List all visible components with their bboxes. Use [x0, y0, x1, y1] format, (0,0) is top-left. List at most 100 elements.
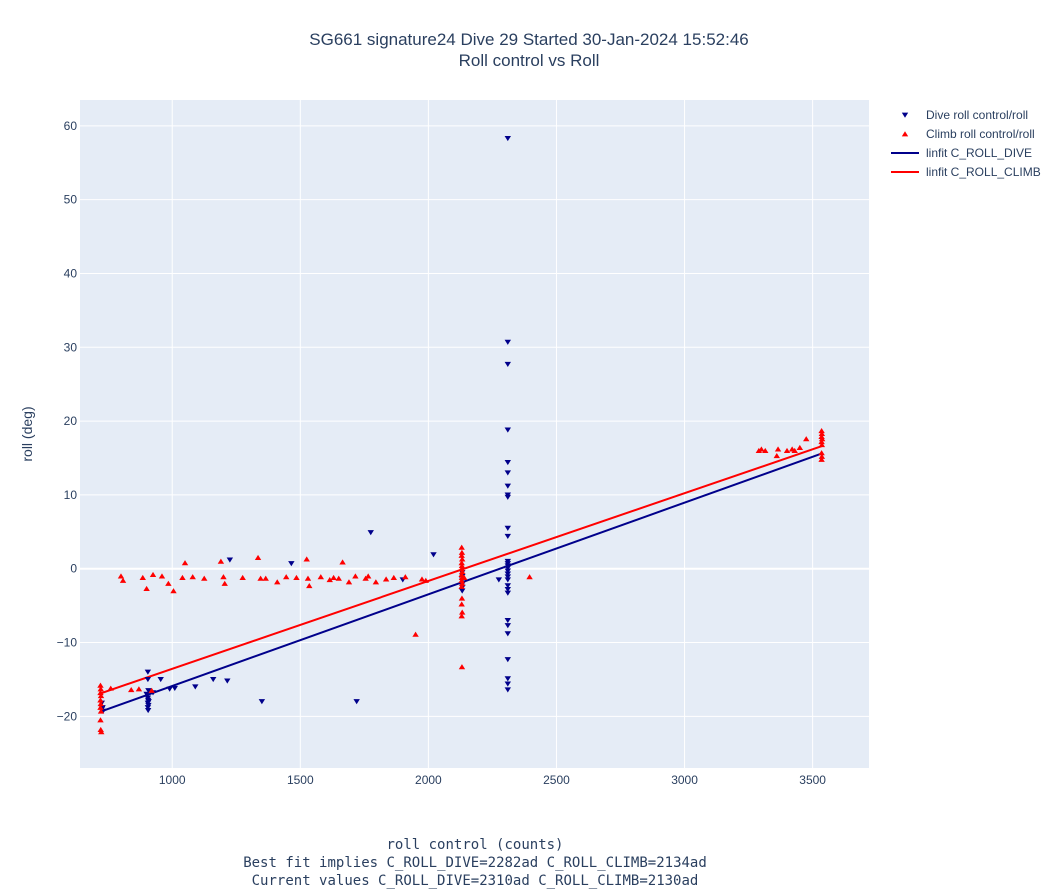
climb-point	[239, 574, 246, 580]
x-tick-label: 3500	[799, 773, 826, 787]
x-tick-labels: 1000 1500 2000 2500 3000 3500	[159, 773, 826, 787]
climb-point	[458, 544, 465, 550]
dive-point	[504, 135, 512, 142]
climb-point	[274, 579, 281, 585]
climb-point	[791, 447, 798, 454]
legend[interactable]: Dive roll control/roll Climb roll control…	[891, 108, 1041, 179]
climb-point	[382, 576, 390, 582]
dive-point	[504, 339, 512, 345]
climb-point	[402, 574, 409, 580]
current-values-note: Current values C_ROLL_DIVE=2310ad C_ROLL…	[251, 873, 699, 889]
legend-label: Climb roll control/roll	[926, 127, 1035, 141]
climb-point	[304, 575, 312, 581]
dive-point	[166, 686, 173, 692]
climb-point	[98, 729, 105, 735]
climb-point	[818, 456, 825, 462]
climb-point	[459, 556, 466, 562]
climb-point	[372, 579, 380, 585]
climb-point	[107, 685, 114, 691]
climb-point	[796, 444, 804, 451]
climb-point	[221, 580, 228, 586]
climb-point	[818, 441, 826, 448]
climb-point	[303, 556, 310, 562]
dive-point	[144, 705, 152, 711]
climb-point	[458, 571, 465, 578]
dive-point	[504, 590, 512, 596]
dive-point	[157, 677, 164, 683]
climb-point	[139, 574, 146, 580]
y-tick-labels: −20 −10 0 10 20 30 40 50 60	[57, 119, 78, 723]
climb-point	[458, 565, 465, 572]
climb-point	[317, 574, 324, 580]
x-axis-label: roll control (counts)	[386, 837, 564, 853]
legend-marker-swatch	[901, 112, 909, 118]
legend-item[interactable]: linfit C_ROLL_DIVE	[891, 146, 1032, 160]
dive-point	[504, 577, 512, 583]
climb-point	[818, 439, 825, 445]
climb-point	[97, 704, 104, 710]
climb-point	[179, 574, 186, 580]
climb-point	[458, 549, 466, 555]
climb-point	[458, 664, 466, 670]
climb-point	[459, 609, 466, 615]
dive-point	[504, 681, 512, 687]
chart-subtitle: Roll control vs Roll	[458, 51, 600, 70]
climb-point	[97, 717, 104, 723]
dive-point	[504, 586, 512, 593]
dive-point	[226, 557, 234, 563]
legend-item[interactable]: Climb roll control/roll	[901, 127, 1035, 141]
x-tick-label: 1000	[159, 773, 186, 787]
climb-point	[458, 583, 465, 589]
dive-point	[224, 678, 231, 684]
dive-point	[504, 574, 512, 580]
dive-point	[144, 677, 152, 683]
x-tick-label: 3000	[671, 773, 698, 787]
climb-point	[461, 574, 468, 580]
y-tick-label: −10	[57, 636, 78, 650]
climb-point	[774, 446, 782, 452]
dive-point	[288, 561, 295, 567]
climb-point	[818, 450, 825, 456]
y-tick-label: 20	[64, 414, 78, 428]
y-tick-label: 40	[64, 266, 78, 280]
y-tick-label: 0	[70, 562, 77, 576]
plot-background	[80, 100, 869, 768]
dive-point	[504, 631, 512, 637]
y-tick-label: −20	[57, 709, 78, 723]
climb-point	[773, 453, 780, 459]
climb-point	[458, 552, 465, 558]
dive-point	[504, 568, 512, 574]
climb-point	[170, 588, 177, 594]
y-tick-label: 50	[64, 193, 78, 207]
climb-point	[783, 447, 791, 454]
climb-point	[149, 571, 157, 578]
legend-item[interactable]: linfit C_ROLL_CLIMB	[891, 165, 1041, 179]
climb-point	[758, 446, 765, 452]
climb-point	[459, 580, 466, 586]
climb-point	[526, 574, 533, 580]
climb-point	[181, 560, 189, 566]
climb-point	[306, 582, 313, 589]
climb-point	[390, 574, 398, 580]
dive-point	[504, 460, 512, 466]
legend-marker-swatch	[901, 131, 909, 137]
climb-point	[217, 558, 225, 564]
climb-point	[293, 574, 300, 580]
climb-point	[422, 577, 430, 583]
legend-item[interactable]: Dive roll control/roll	[901, 108, 1028, 122]
legend-label: Dive roll control/roll	[926, 108, 1028, 122]
climb-point	[459, 568, 466, 575]
dive-point	[504, 494, 512, 500]
dive-point	[171, 685, 178, 692]
climb-point	[364, 573, 372, 579]
climb-point	[335, 575, 342, 581]
y-axis-label: roll (deg)	[19, 406, 35, 462]
x-axis-label-block: roll control (counts) Best fit implies C…	[150, 836, 800, 890]
dive-point	[192, 684, 199, 690]
climb-point	[262, 575, 269, 581]
climb-point	[330, 574, 337, 580]
dive-point	[367, 530, 374, 536]
climb-point	[254, 554, 262, 561]
dive-point	[144, 669, 152, 675]
dive-point	[504, 483, 512, 489]
